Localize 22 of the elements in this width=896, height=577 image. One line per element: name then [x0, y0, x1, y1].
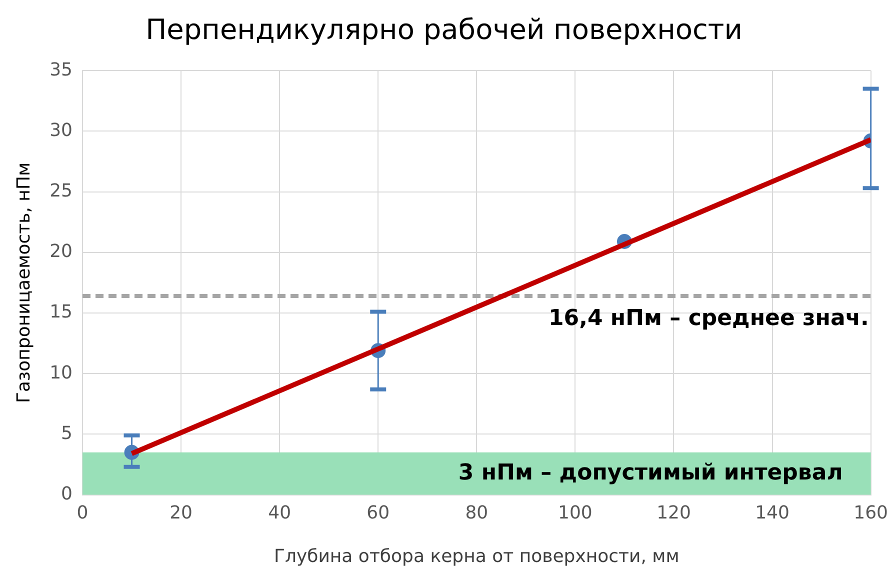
x-tick-label: 40 — [268, 502, 292, 524]
x-tick-label: 140 — [755, 502, 790, 524]
y-tick-label: 10 — [50, 362, 73, 384]
y-tick-label: 20 — [50, 241, 73, 262]
band-label: 3 нПм – допустимый интервал — [458, 460, 843, 486]
x-axis-title: Глубина отбора керна от поверхности, мм — [274, 546, 680, 567]
x-tick-label: 20 — [170, 502, 192, 524]
y-tick-label: 25 — [50, 180, 73, 202]
x-tick-label: 60 — [366, 502, 390, 524]
x-tick-label: 160 — [854, 502, 888, 524]
chart-title: Перпендикулярно рабочей поверхности — [146, 13, 742, 46]
x-tick-label: 120 — [656, 502, 691, 524]
x-tick-label: 0 — [76, 502, 88, 524]
y-tick-label: 15 — [50, 302, 73, 323]
y-tick-label: 5 — [61, 422, 73, 444]
y-tick-label: 30 — [50, 120, 73, 141]
y-tick-label: 0 — [61, 483, 73, 504]
y-axis-title: Газопроницаемость, нПм — [13, 162, 34, 403]
ref-line-label: 16,4 нПм – среднее знач. — [548, 306, 869, 331]
x-tick-label: 100 — [558, 502, 592, 524]
y-tick-label: 35 — [50, 59, 73, 80]
x-tick-label: 80 — [465, 502, 488, 524]
